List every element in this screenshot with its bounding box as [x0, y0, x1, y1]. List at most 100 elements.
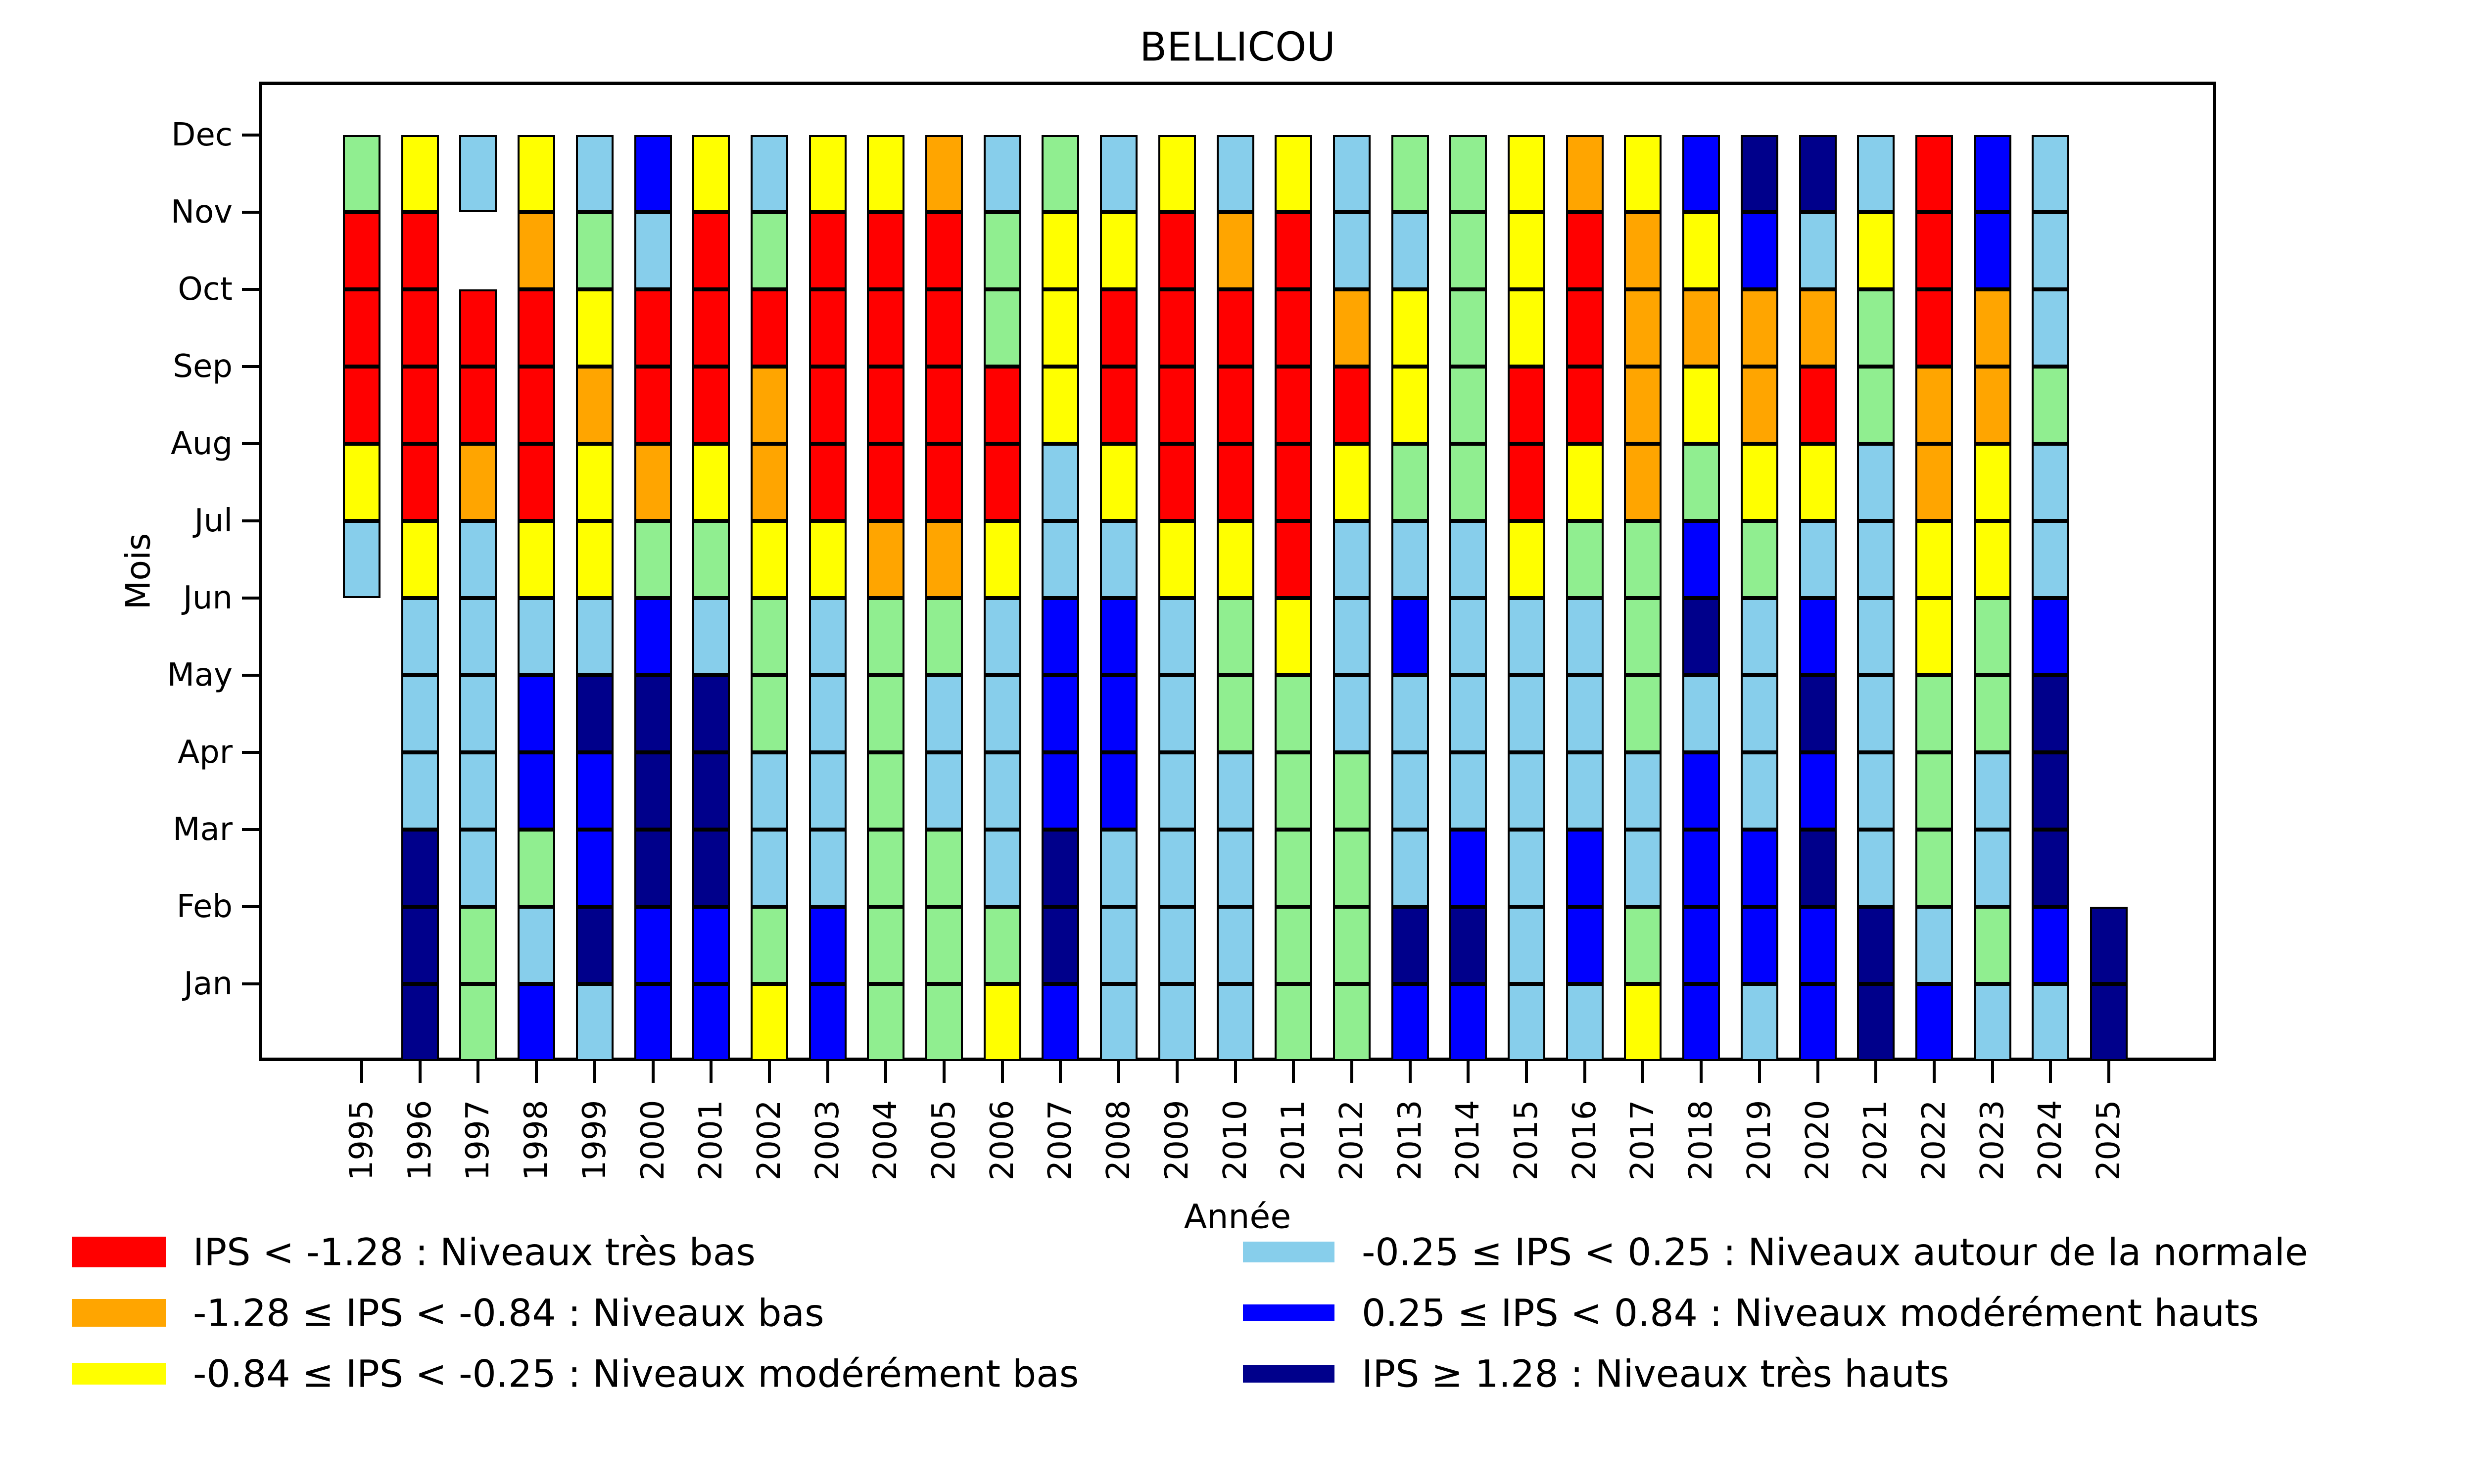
heatmap-cell — [1042, 212, 1080, 289]
legend-swatch — [1243, 1242, 1334, 1262]
heatmap-cell — [1566, 675, 1604, 752]
month-tick — [242, 751, 259, 754]
heatmap-cell — [1100, 212, 1138, 289]
year-tick-label-text: 2022 — [1915, 1100, 1952, 1181]
heatmap-cell — [1449, 752, 1487, 830]
year-tick-label-text: 2021 — [1857, 1100, 1895, 1181]
heatmap-cell — [634, 289, 672, 367]
heatmap-cell — [1799, 521, 1837, 598]
heatmap-cell — [750, 984, 788, 1061]
heatmap-cell — [983, 598, 1021, 675]
heatmap-cell — [1275, 984, 1313, 1061]
year-tick — [1700, 1061, 1703, 1083]
heatmap-cell — [1391, 135, 1429, 212]
heatmap-cell — [1566, 135, 1604, 212]
heatmap-cell — [1508, 984, 1545, 1061]
heatmap-cell — [692, 212, 730, 289]
heatmap-cell — [575, 289, 614, 367]
heatmap-cell — [750, 598, 788, 675]
heatmap-cell — [1100, 984, 1138, 1061]
year-tick-label-text: 2018 — [1683, 1100, 1720, 1181]
month-tick — [242, 288, 259, 291]
year-tick-label-text: 2011 — [1275, 1100, 1312, 1181]
heatmap-cell — [459, 444, 497, 521]
heatmap-cell — [1857, 752, 1895, 830]
heatmap-cell — [343, 521, 381, 598]
heatmap-cell — [1799, 212, 1837, 289]
heatmap-cell — [1799, 907, 1837, 984]
heatmap-cell — [1857, 598, 1895, 675]
heatmap-cell — [1158, 830, 1196, 907]
year-tick-label-text: 1995 — [343, 1100, 380, 1181]
heatmap-cell — [1042, 752, 1080, 830]
year-tick-label-text: 1997 — [460, 1100, 497, 1181]
heatmap-cell — [1449, 521, 1487, 598]
heatmap-cell — [1508, 598, 1545, 675]
heatmap-cell — [1100, 289, 1138, 367]
heatmap-cell — [401, 598, 439, 675]
heatmap-cell — [401, 444, 439, 521]
year-tick — [1525, 1061, 1528, 1083]
month-tick — [242, 674, 259, 677]
heatmap-cell — [1332, 907, 1371, 984]
month-tick-label-text: Jan — [184, 966, 233, 1002]
heatmap-cell — [401, 367, 439, 444]
heatmap-cell — [1332, 367, 1371, 444]
year-tick — [1874, 1061, 1878, 1083]
heatmap-cell — [1216, 289, 1254, 367]
year-tick — [1758, 1061, 1761, 1083]
heatmap-cell — [1915, 289, 1953, 367]
heatmap-cell — [1682, 675, 1720, 752]
year-tick-label-text: 2002 — [751, 1100, 788, 1181]
heatmap-cell — [1100, 135, 1138, 212]
year-tick — [884, 1061, 888, 1083]
heatmap-cell — [1973, 752, 2011, 830]
heatmap-cell — [1682, 444, 1720, 521]
legend-swatch — [1243, 1304, 1334, 1321]
heatmap-cell — [1275, 830, 1313, 907]
year-tick — [1000, 1061, 1004, 1083]
heatmap-cell — [1624, 135, 1662, 212]
heatmap-cell — [867, 675, 905, 752]
heatmap-cell — [1508, 752, 1545, 830]
heatmap-cell — [1857, 675, 1895, 752]
heatmap-cell — [692, 135, 730, 212]
heatmap-cell — [925, 907, 963, 984]
year-tick — [535, 1061, 538, 1083]
heatmap-cell — [1042, 675, 1080, 752]
heatmap-cell — [1857, 367, 1895, 444]
heatmap-cell — [1100, 675, 1138, 752]
heatmap-cell — [1682, 598, 1720, 675]
heatmap-cell — [575, 675, 614, 752]
heatmap-cell — [518, 752, 556, 830]
heatmap-cell — [1100, 830, 1138, 907]
heatmap-cell — [1158, 135, 1196, 212]
heatmap-cell — [1915, 675, 1953, 752]
heatmap-cell — [518, 830, 556, 907]
heatmap-cell — [983, 984, 1021, 1061]
heatmap-cell — [750, 675, 788, 752]
heatmap-cell — [1915, 984, 1953, 1061]
year-tick-label-text: 2007 — [1042, 1100, 1079, 1181]
heatmap-cell — [1042, 444, 1080, 521]
month-tick-label-text: Dec — [171, 117, 233, 153]
heatmap-cell — [1799, 984, 1837, 1061]
year-tick — [1583, 1061, 1586, 1083]
heatmap-cell — [1449, 289, 1487, 367]
heatmap-cell — [1682, 367, 1720, 444]
heatmap-cell — [1857, 521, 1895, 598]
heatmap-cell — [692, 675, 730, 752]
heatmap-cell — [692, 830, 730, 907]
heatmap-cell — [1216, 135, 1254, 212]
heatmap-cell — [1332, 289, 1371, 367]
heatmap-cell — [1682, 752, 1720, 830]
heatmap-cell — [1216, 598, 1254, 675]
heatmap-cell — [1332, 598, 1371, 675]
heatmap-cell — [1857, 289, 1895, 367]
heatmap-cell — [1158, 521, 1196, 598]
year-tick-label-text: 2000 — [634, 1100, 671, 1181]
heatmap-cell — [1216, 212, 1254, 289]
heatmap-cell — [809, 675, 847, 752]
heatmap-cell — [634, 598, 672, 675]
heatmap-cell — [1973, 984, 2011, 1061]
